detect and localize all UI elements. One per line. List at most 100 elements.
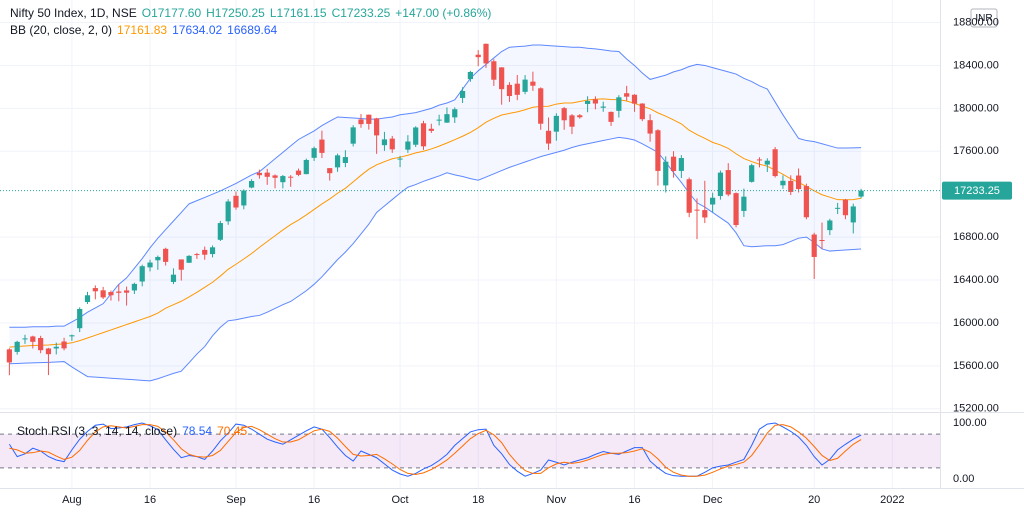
candle-body (624, 93, 630, 97)
candle-body (686, 179, 692, 213)
y-tick-label: 18000.00 (953, 102, 999, 114)
ohlc-close: C17233.25 (331, 6, 391, 20)
candle-body (319, 139, 325, 153)
candle-body (147, 262, 153, 268)
y-tick-label: 16800.00 (953, 231, 999, 243)
stoch-band (0, 434, 940, 468)
candle-body (108, 292, 114, 296)
stoch-legend: Stoch RSI (3, 3, 14, 14, close) 78.54 70.4… (17, 423, 252, 440)
candle-body (772, 149, 778, 177)
candle-body (381, 139, 388, 146)
candle-body (499, 67, 505, 90)
x-tick-label: Nov (547, 494, 567, 506)
bb-basis-value: 17161.83 (117, 23, 168, 37)
last-price-badge (942, 181, 1012, 200)
currency-badge[interactable] (970, 8, 998, 28)
candle-body (30, 336, 36, 342)
x-tick-label: Oct (392, 494, 409, 506)
candle-body (584, 100, 591, 104)
candle-body (53, 346, 59, 349)
chart-legend: Nifty 50 Index, 1D, NSE O17177.60 H17250.2… (10, 5, 496, 39)
stoch-d-line (9, 424, 862, 477)
candle-body (84, 295, 91, 303)
candle-body (639, 103, 645, 120)
candle-body (631, 94, 638, 104)
candle-body (194, 254, 200, 256)
candle-body (264, 172, 270, 177)
candle-body (123, 290, 130, 293)
candle-body (749, 165, 755, 182)
candle-body (858, 190, 864, 197)
currency-label: INR (975, 13, 992, 24)
x-tick-label: Sep (226, 494, 246, 506)
y-tick-label: 17600.00 (953, 145, 999, 157)
candle-body (592, 99, 599, 104)
candle-body (577, 115, 583, 118)
candle-body (256, 172, 263, 176)
candle-body (178, 259, 184, 270)
symbol-title[interactable]: Nifty 50 Index, 1D, NSE (10, 6, 137, 20)
candle-body (303, 159, 309, 175)
y-tick-label: 16400.00 (953, 274, 999, 286)
candle-body (436, 119, 442, 121)
candle-body (45, 348, 52, 355)
candle-body (788, 180, 794, 192)
candle-body (803, 186, 809, 218)
candle-body (374, 118, 380, 136)
candle-body (139, 266, 145, 282)
stoch-tick-label: 0.00 (953, 473, 974, 485)
ohlc-high: H17250.25 (206, 6, 265, 20)
candle-body (69, 335, 75, 337)
candle-body (280, 176, 286, 183)
candle-body (131, 283, 137, 291)
candle-body (483, 43, 489, 64)
candle-body (327, 168, 333, 174)
candle-body (514, 83, 520, 95)
candle-body (835, 207, 841, 209)
candle-body (413, 127, 419, 145)
candle-body (241, 190, 247, 206)
x-tick-label: 2022 (880, 494, 904, 506)
x-tick-label: Aug (62, 494, 82, 506)
stoch-k-value: 78.54 (182, 424, 213, 438)
candle-body (733, 193, 739, 225)
candle-body (678, 158, 684, 171)
candle-body (217, 223, 223, 240)
candle-body (100, 290, 106, 298)
bb-basis-line (9, 98, 862, 348)
candle-body (756, 159, 763, 161)
candle-body (202, 249, 208, 255)
candle-body (77, 309, 83, 329)
x-tick-label: 16 (308, 494, 320, 506)
bb-lower-value: 16689.64 (227, 23, 278, 37)
candle-body (710, 197, 716, 205)
candle-body (506, 84, 513, 97)
candle-body (397, 158, 403, 160)
candle-body (342, 157, 348, 163)
candle-body (530, 81, 536, 86)
x-tick-label: 20 (808, 494, 820, 506)
bb-upper-value: 17634.02 (172, 23, 223, 37)
candle-layer (0, 43, 940, 376)
candle-body (569, 115, 575, 127)
candle-body (428, 128, 434, 131)
candle-body (444, 114, 450, 123)
candle-body (38, 337, 44, 351)
stoch-title[interactable]: Stoch RSI (3, 3, 14, 14, close) (17, 424, 178, 438)
bb-fill (9, 45, 862, 381)
y-tick-label: 15600.00 (953, 360, 999, 372)
ohlc-open: O17177.60 (141, 6, 202, 20)
ohlc-low: L17161.15 (269, 6, 327, 20)
candle-body (459, 90, 466, 98)
candle-body (600, 106, 606, 108)
candle-body (334, 155, 341, 168)
candle-body (186, 255, 192, 263)
candle-body (850, 206, 856, 223)
candle-body (467, 71, 473, 80)
candle-body (358, 119, 364, 125)
bb-title[interactable]: BB (20, close, 2, 0) (10, 23, 113, 37)
candle-body (389, 138, 395, 150)
candle-body (233, 195, 239, 208)
candle-body (811, 234, 817, 257)
candle-body (827, 220, 833, 231)
